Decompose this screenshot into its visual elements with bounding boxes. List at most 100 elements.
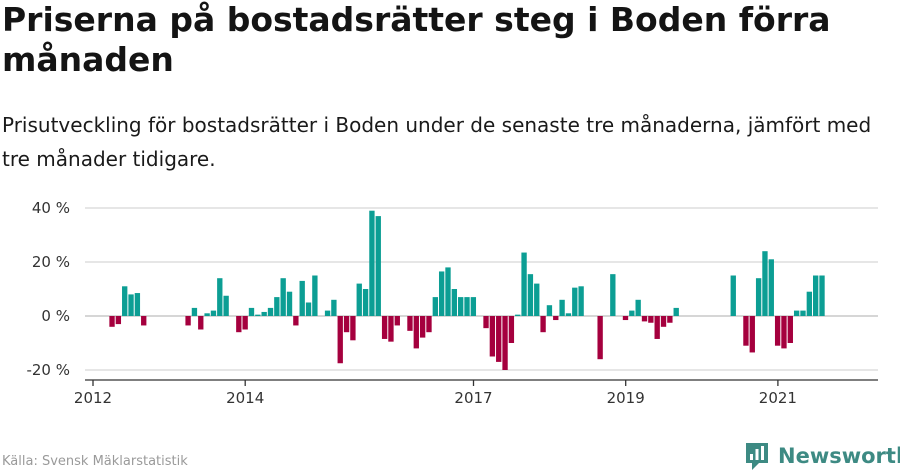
bar-negative [413, 316, 419, 349]
bar-positive [578, 286, 584, 316]
brand-logo: Newsworthy [744, 441, 900, 471]
bar-positive [730, 275, 736, 316]
bar-positive [261, 311, 267, 316]
x-tick-label: 2021 [759, 389, 797, 407]
bar-negative [115, 316, 122, 325]
x-tick-label: 2017 [454, 389, 492, 407]
bar-positive [312, 275, 318, 316]
bar-negative [350, 316, 356, 341]
bar-negative [426, 316, 432, 333]
bar-positive [223, 295, 229, 316]
bar-negative [502, 316, 508, 370]
bar-positive [565, 313, 572, 316]
bar-positive [248, 307, 255, 316]
bar-positive [134, 293, 141, 316]
bar-negative [496, 316, 502, 362]
bar-negative [198, 316, 204, 330]
bar-positive [305, 302, 312, 316]
bar-positive [762, 251, 768, 316]
bar-positive [432, 297, 438, 316]
bar-negative [667, 316, 673, 323]
bar-positive [438, 271, 445, 316]
bar-negative [185, 316, 191, 326]
bar-negative [293, 316, 299, 326]
y-tick-label: 40 % [32, 199, 70, 217]
bar-positive [324, 310, 331, 316]
bar-negative [622, 316, 629, 321]
bar-positive [806, 291, 812, 316]
bar-negative [407, 316, 413, 331]
bar-positive [217, 278, 223, 316]
bar-negative [343, 316, 350, 333]
y-tick-label: 20 % [32, 253, 70, 271]
x-tick-label: 2014 [226, 389, 264, 407]
bar-negative [743, 316, 749, 346]
bar-positive [369, 210, 375, 316]
bar-negative [394, 316, 400, 326]
x-tick-label: 2019 [607, 389, 645, 407]
bar-positive [331, 299, 337, 316]
bar-negative [141, 316, 147, 326]
bar-positive [813, 275, 819, 316]
bar-negative [109, 316, 115, 327]
bar-negative [242, 316, 248, 330]
bar-positive [356, 283, 362, 316]
brand-name: Newsworthy [778, 444, 900, 468]
x-tick-label: 2012 [74, 389, 112, 407]
bar-positive [286, 291, 293, 316]
chart-subtitle: Prisutveckling för bostadsrätter i Boden… [2, 113, 872, 171]
bar-negative [489, 316, 496, 357]
bar-positive [819, 275, 825, 316]
bar-positive [280, 278, 286, 316]
bar-positive [362, 289, 369, 316]
bar-negative [553, 316, 559, 321]
bar-positive [534, 283, 540, 316]
y-tick-label: -20 % [26, 361, 70, 379]
bar-positive [610, 274, 616, 316]
bar-negative [648, 316, 654, 323]
bar-negative [774, 316, 781, 346]
bar-negative [236, 316, 242, 333]
bar-positive [793, 310, 800, 316]
bar-negative [654, 316, 660, 339]
bar-positive [673, 307, 679, 316]
chart-title: Priserna på bostadsrätter steg i Boden f… [2, 0, 831, 79]
bar-positive [274, 297, 280, 316]
bar-positive [768, 259, 774, 316]
bar-chart: -20 % 0 % 20 % 40 % 2012 2014 2017 2019 2021 15 % [26, 190, 878, 407]
newsworthy-logo-icon [746, 443, 768, 470]
bar-positive [559, 299, 565, 316]
bar-positive [255, 314, 261, 316]
bar-negative [787, 316, 793, 343]
bar-positive [572, 287, 578, 316]
bar-negative [660, 316, 667, 327]
bar-positive [122, 286, 128, 316]
bar-positive [210, 310, 217, 316]
bar-negative [540, 316, 546, 333]
bar-negative [597, 316, 603, 360]
bar-positive [458, 297, 464, 316]
source-note: Källa: Svensk Mäklarstatistik [2, 454, 188, 469]
bar-negative [337, 316, 343, 364]
bar-positive [470, 297, 477, 316]
bar-positive [464, 297, 470, 316]
bar-negative [483, 316, 489, 329]
bar-positive [375, 216, 381, 316]
bar-negative [388, 316, 394, 342]
last-value-label: 15 % [823, 190, 861, 194]
bar-negative [749, 316, 755, 353]
bar-positive [629, 310, 635, 316]
bar-positive [521, 252, 527, 316]
bar-positive [527, 274, 534, 316]
bar-positive [267, 307, 274, 316]
y-tick-label: 0 % [41, 307, 70, 325]
bar-positive [635, 299, 641, 316]
bar-positive [204, 313, 210, 316]
bar-positive [191, 307, 198, 316]
bar-positive [800, 310, 806, 316]
bar-negative [508, 316, 515, 343]
bar-positive [755, 278, 762, 316]
bar-negative [419, 316, 426, 338]
bar-positive [128, 294, 134, 316]
bar-positive [445, 267, 451, 316]
